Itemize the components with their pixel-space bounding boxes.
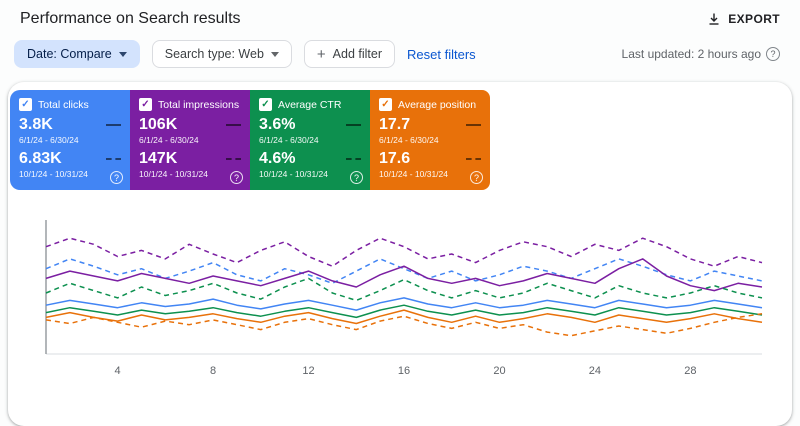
- total-impressions-checkbox[interactable]: ✓: [139, 98, 152, 111]
- page-header: Performance on Search results EXPORT: [0, 0, 800, 30]
- solid-line-indicator: [466, 124, 481, 126]
- solid-line-indicator: [226, 124, 241, 126]
- help-icon[interactable]: ?: [230, 171, 243, 184]
- chevron-down-icon: [118, 51, 127, 57]
- help-icon[interactable]: ?: [350, 171, 363, 184]
- svg-text:24: 24: [589, 365, 601, 377]
- dashed-line-indicator: [346, 158, 361, 160]
- help-icon[interactable]: ?: [470, 171, 483, 184]
- plus-icon: +: [316, 45, 326, 63]
- performance-chart[interactable]: 4 8 12 16 20 24 28: [8, 190, 792, 384]
- search-type-dropdown[interactable]: Search type: Web: [151, 40, 292, 68]
- download-icon: [707, 12, 721, 26]
- reset-filters-link[interactable]: Reset filters: [407, 46, 476, 62]
- add-filter-button[interactable]: + Add filter: [303, 40, 396, 68]
- metric-value-range2: 147K: [139, 150, 178, 167]
- metric-value-range1: 3.8K: [19, 116, 53, 133]
- svg-text:16: 16: [398, 365, 410, 377]
- help-icon[interactable]: ?: [766, 47, 780, 61]
- date-range1: 6/1/24 - 6/30/24: [19, 135, 79, 145]
- svg-text:12: 12: [302, 365, 314, 377]
- date-range2: 10/1/24 - 10/31/24: [19, 169, 89, 179]
- card-label: Total clicks: [38, 98, 89, 111]
- svg-text:28: 28: [684, 365, 696, 377]
- card-label: Total impressions: [158, 98, 240, 111]
- average-position-checkbox[interactable]: ✓: [379, 98, 392, 111]
- metric-cards: ✓ Total clicks 3.8K 6/1/24 - 6/30/24 6.8…: [8, 82, 792, 190]
- metric-value-range2: 6.83K: [19, 150, 62, 167]
- chevron-down-icon: [270, 51, 279, 57]
- card-average-ctr[interactable]: ✓ Average CTR 3.6% 6/1/24 - 6/30/24 4.6%…: [250, 90, 370, 190]
- svg-text:4: 4: [115, 365, 121, 377]
- filter-bar: Date: Compare Search type: Web + Add fil…: [0, 30, 800, 78]
- check-icon: ✓: [141, 99, 150, 110]
- date-range1: 6/1/24 - 6/30/24: [379, 135, 439, 145]
- date-filter-label: Date: Compare: [27, 47, 112, 61]
- dashed-line-indicator: [226, 158, 241, 160]
- export-label: EXPORT: [728, 12, 780, 26]
- add-filter-label: Add filter: [332, 47, 383, 61]
- average-ctr-checkbox[interactable]: ✓: [259, 98, 272, 111]
- metric-value-range1: 106K: [139, 116, 178, 133]
- card-label: Average position: [398, 98, 477, 111]
- page-title: Performance on Search results: [20, 10, 241, 27]
- metric-value-range2: 17.6: [379, 150, 411, 167]
- date-range1: 6/1/24 - 6/30/24: [259, 135, 319, 145]
- line-chart[interactable]: 4 8 12 16 20 24 28: [32, 214, 776, 384]
- metric-value-range2: 4.6%: [259, 150, 296, 167]
- check-icon: ✓: [261, 99, 270, 110]
- metric-value-range1: 3.6%: [259, 116, 296, 133]
- card-total-clicks[interactable]: ✓ Total clicks 3.8K 6/1/24 - 6/30/24 6.8…: [10, 90, 130, 190]
- check-icon: ✓: [381, 99, 390, 110]
- card-total-impressions[interactable]: ✓ Total impressions 106K 6/1/24 - 6/30/2…: [130, 90, 250, 190]
- metric-value-range1: 17.7: [379, 116, 411, 133]
- search-type-label: Search type: Web: [164, 47, 264, 61]
- performance-panel: ✓ Total clicks 3.8K 6/1/24 - 6/30/24 6.8…: [8, 82, 792, 426]
- help-icon[interactable]: ?: [110, 171, 123, 184]
- export-button[interactable]: EXPORT: [707, 12, 780, 26]
- svg-text:8: 8: [210, 365, 216, 377]
- date-range2: 10/1/24 - 10/31/24: [139, 169, 209, 179]
- card-average-position[interactable]: ✓ Average position 17.7 6/1/24 - 6/30/24…: [370, 90, 490, 190]
- dashed-line-indicator: [106, 158, 121, 160]
- svg-text:20: 20: [493, 365, 505, 377]
- date-range2: 10/1/24 - 10/31/24: [379, 169, 449, 179]
- last-updated-text: Last updated: 2 hours ago: [621, 47, 761, 61]
- total-clicks-checkbox[interactable]: ✓: [19, 98, 32, 111]
- date-range1: 6/1/24 - 6/30/24: [139, 135, 199, 145]
- dashed-line-indicator: [466, 158, 481, 160]
- check-icon: ✓: [21, 99, 30, 110]
- last-updated: Last updated: 2 hours ago ?: [622, 47, 780, 61]
- solid-line-indicator: [346, 124, 361, 126]
- date-filter-dropdown[interactable]: Date: Compare: [14, 40, 140, 68]
- card-label: Average CTR: [278, 98, 342, 111]
- solid-line-indicator: [106, 124, 121, 126]
- date-range2: 10/1/24 - 10/31/24: [259, 169, 329, 179]
